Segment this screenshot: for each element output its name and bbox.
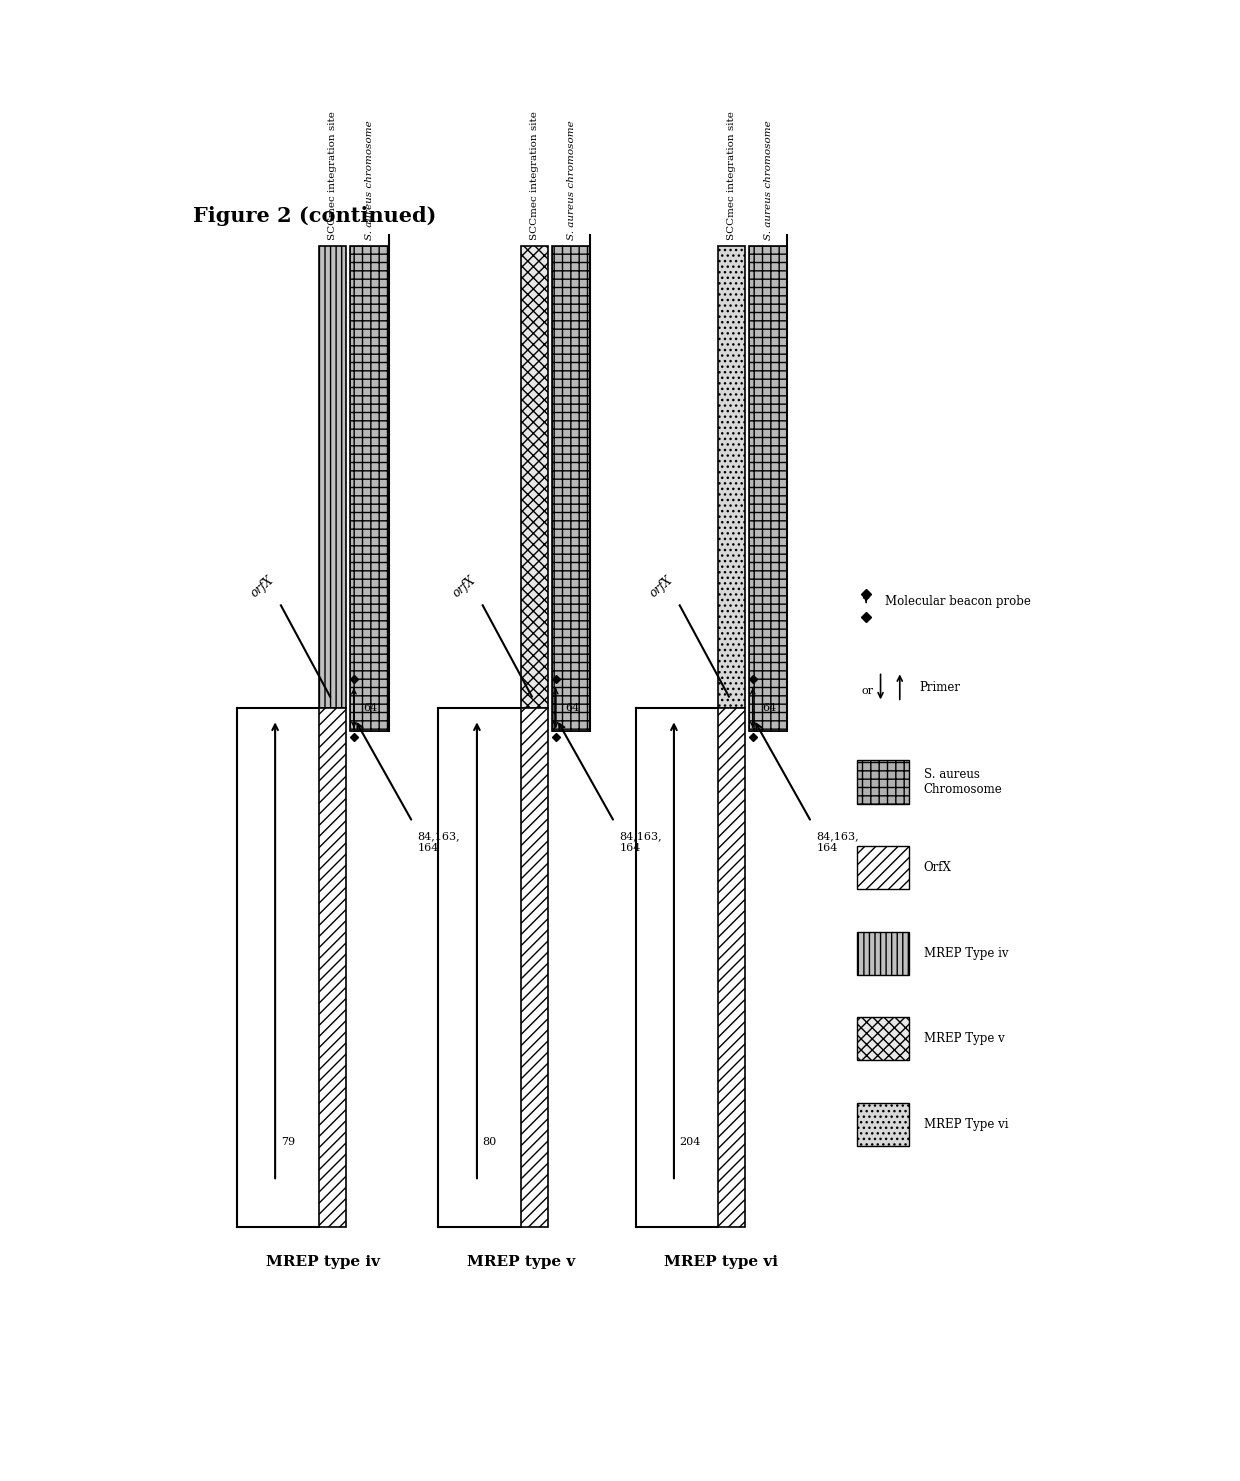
Bar [320, 246, 346, 708]
Text: 80: 80 [482, 1137, 497, 1146]
Bar [749, 246, 787, 730]
Text: 64: 64 [363, 703, 378, 712]
Text: orfX: orfX [450, 573, 477, 600]
Bar [552, 246, 590, 730]
Text: 84,163,
164: 84,163, 164 [816, 831, 859, 853]
Text: 64: 64 [565, 703, 579, 712]
Bar [320, 708, 346, 1226]
Bar [857, 1102, 909, 1146]
Text: Figure 2 (continued): Figure 2 (continued) [193, 206, 436, 227]
Bar [749, 246, 787, 730]
Text: SCCmec integration site: SCCmec integration site [529, 111, 539, 240]
Text: S. aureus chromosome: S. aureus chromosome [365, 120, 373, 240]
Text: SCCmec integration site: SCCmec integration site [329, 111, 337, 240]
Text: MREP Type vi: MREP Type vi [924, 1118, 1008, 1130]
Text: 79: 79 [281, 1137, 295, 1146]
Text: orfX: orfX [248, 573, 277, 600]
Text: OrfX: OrfX [924, 860, 951, 874]
Text: Molecular beacon probe: Molecular beacon probe [885, 595, 1032, 609]
Bar [552, 246, 590, 730]
Bar [718, 708, 745, 1226]
Text: S. aureus chromosome: S. aureus chromosome [764, 120, 773, 240]
Text: SCCmec integration site: SCCmec integration site [727, 111, 737, 240]
Bar [521, 246, 548, 708]
Text: 84,163,
164: 84,163, 164 [418, 831, 460, 853]
Bar [350, 246, 388, 730]
Text: 64: 64 [763, 703, 776, 712]
Text: S. aureus
Chromosome: S. aureus Chromosome [924, 769, 1003, 797]
Bar [350, 246, 388, 730]
Text: MREP Type iv: MREP Type iv [924, 946, 1008, 960]
Text: MREP type v: MREP type v [467, 1256, 575, 1269]
Bar [857, 846, 909, 889]
Text: 204: 204 [680, 1137, 701, 1146]
Text: S. aureus chromosome: S. aureus chromosome [567, 120, 575, 240]
Bar [521, 708, 548, 1226]
Text: or: or [862, 686, 873, 696]
Bar [857, 932, 909, 974]
Bar [718, 246, 745, 708]
Text: 84,163,
164: 84,163, 164 [619, 831, 662, 853]
Text: MREP type iv: MREP type iv [265, 1256, 379, 1269]
Text: MREP type vi: MREP type vi [665, 1256, 779, 1269]
Text: Primer: Primer [919, 681, 960, 695]
Bar [857, 1017, 909, 1060]
Text: orfX: orfX [647, 573, 675, 600]
Text: MREP Type v: MREP Type v [924, 1032, 1004, 1046]
Bar [857, 760, 909, 804]
